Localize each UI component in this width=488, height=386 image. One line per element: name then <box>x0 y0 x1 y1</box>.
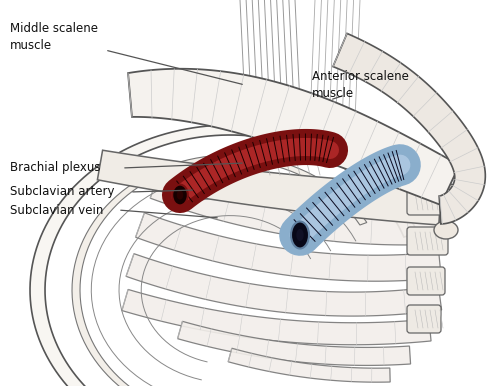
Polygon shape <box>128 69 458 205</box>
Ellipse shape <box>433 221 457 239</box>
Polygon shape <box>228 348 389 382</box>
Text: Anterior scalene
muscle: Anterior scalene muscle <box>311 70 408 100</box>
Polygon shape <box>135 213 440 281</box>
Text: Brachial plexus: Brachial plexus <box>10 161 101 174</box>
Text: Subclavian artery: Subclavian artery <box>10 186 114 198</box>
Polygon shape <box>97 150 440 225</box>
Text: Middle scalene
muscle: Middle scalene muscle <box>10 22 98 52</box>
Polygon shape <box>30 125 417 386</box>
Ellipse shape <box>433 184 461 206</box>
FancyBboxPatch shape <box>406 267 444 295</box>
Polygon shape <box>332 34 484 224</box>
FancyBboxPatch shape <box>406 187 450 215</box>
Ellipse shape <box>172 185 187 205</box>
Text: Subclavian vein: Subclavian vein <box>10 203 103 217</box>
Ellipse shape <box>296 229 303 241</box>
Ellipse shape <box>176 190 183 200</box>
Ellipse shape <box>290 222 308 249</box>
Polygon shape <box>177 321 410 366</box>
Polygon shape <box>72 155 366 386</box>
Polygon shape <box>126 254 441 316</box>
FancyBboxPatch shape <box>406 227 447 255</box>
Polygon shape <box>122 290 430 345</box>
Polygon shape <box>150 172 440 245</box>
FancyBboxPatch shape <box>406 305 440 333</box>
